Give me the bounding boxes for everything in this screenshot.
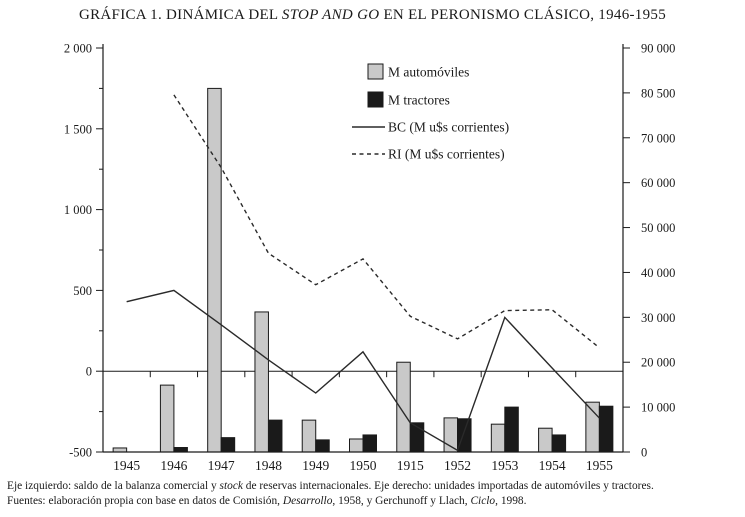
bc-line xyxy=(126,289,600,452)
x-tick-label-1947: 1947 xyxy=(208,458,235,473)
left-tick-label-500: -500 xyxy=(69,446,92,460)
bar-m-tractores-1949 xyxy=(315,439,330,453)
chart-svg: 2 000 1 500 1 000 500 0 -500 90 000 80 500 70 00… xyxy=(64,42,676,474)
x-tick-label-1950: 1950 xyxy=(350,458,377,473)
legend-label-ri-m-u-s-corrientes: RI (M u$s corrientes) xyxy=(388,147,505,162)
ri-line xyxy=(173,94,600,349)
x-tick-label-1955: 1955 xyxy=(586,458,613,473)
left-tick-label-0: 0 xyxy=(86,365,92,379)
text-segment: Eje izquierdo: saldo de la balanza comer… xyxy=(7,480,220,492)
italic-segment: stock xyxy=(219,480,243,492)
legend-label-bc-m-u-s-corrientes: BC (M u$s corrientes) xyxy=(388,120,509,135)
legend-swatch-m-tractores xyxy=(367,91,384,108)
x-tick-label-1952: 1952 xyxy=(444,458,471,473)
bar-m-autom-viles-1945 xyxy=(112,447,128,453)
text-segment: , 1998. xyxy=(495,495,527,507)
bar-m-tractores-1955 xyxy=(598,405,614,453)
right-tick-label-50-000: 50 000 xyxy=(641,221,675,235)
bar-m-tractores-1947 xyxy=(220,437,236,453)
bar-m-autom-viles-1953 xyxy=(490,423,506,453)
bar-m-autom-viles-1954 xyxy=(538,427,553,453)
right-tick-label-20-000: 20 000 xyxy=(641,356,675,370)
left-tick-label-2-000: 2 000 xyxy=(64,42,92,56)
x-tick-label-1948: 1948 xyxy=(255,458,282,473)
x-tick-label-1945: 1945 xyxy=(113,458,140,473)
bar-m-autom-viles-1946 xyxy=(159,384,175,453)
right-tick-label-60-000: 60 000 xyxy=(641,176,675,190)
right-tick-label-90-000: 90 000 xyxy=(641,42,675,56)
footnote-line-1: Eje izquierdo: saldo de la balanza comer… xyxy=(7,479,740,494)
right-tick-label-0: 0 xyxy=(641,446,647,460)
bar-m-tractores-1954 xyxy=(551,434,567,453)
bar-m-autom-viles-1950 xyxy=(349,438,364,453)
bar-m-tractores-1946 xyxy=(173,447,188,453)
legend-label-m-tractores: M tractores xyxy=(388,93,450,108)
bar-m-autom-viles-1948 xyxy=(254,311,269,453)
right-tick-label-10-000: 10 000 xyxy=(641,401,675,415)
left-tick-label-500: 500 xyxy=(73,284,92,298)
italic-segment: STOP AND GO xyxy=(281,7,380,23)
x-tick-label-1946: 1946 xyxy=(160,458,187,473)
bar-m-tractores-1953 xyxy=(504,406,519,453)
bar-m-autom-viles-1955 xyxy=(585,401,600,453)
text-segment: de reservas internacionales. Eje derecho… xyxy=(242,480,654,492)
text-segment: Fuentes: elaboración propia con base en … xyxy=(7,495,283,507)
italic-segment: Ciclo xyxy=(470,495,496,507)
bar-m-tractores-1952 xyxy=(457,418,472,453)
left-tick-label-1-000: 1 000 xyxy=(64,203,92,217)
right-tick-label-40-000: 40 000 xyxy=(641,266,675,280)
x-tick-label-1915: 1915 xyxy=(397,458,424,473)
italic-segment: Desarrollo xyxy=(282,495,333,507)
bar-m-tractores-1948 xyxy=(267,419,283,453)
x-tick-label-1949: 1949 xyxy=(302,458,329,473)
bar-m-autom-viles-1949 xyxy=(301,419,317,453)
text-segment: , 1958, y Gerchunoff y Llach, xyxy=(332,495,471,507)
chart-footnotes: Eje izquierdo: saldo de la balanza comer… xyxy=(7,479,740,509)
right-tick-label-80-500: 80 500 xyxy=(641,86,675,100)
right-tick-label-70-000: 70 000 xyxy=(641,131,675,145)
bar-m-tractores-1950 xyxy=(362,434,377,453)
chart-title: GRÁFICA 1. DINÁMICA DEL STOP AND GO EN E… xyxy=(0,7,745,24)
footnote-line-2: Fuentes: elaboración propia con base en … xyxy=(7,494,740,509)
x-tick-label-1953: 1953 xyxy=(491,458,518,473)
legend-swatch-m-autom-viles xyxy=(367,63,384,80)
left-tick-label-1-500: 1 500 xyxy=(64,122,92,136)
text-segment: GRÁFICA 1. DINÁMICA DEL xyxy=(78,7,282,23)
bar-m-autom-viles-1915 xyxy=(396,361,411,453)
x-tick-label-1954: 1954 xyxy=(539,458,566,473)
text-segment: EN EL PERONISMO CLÁSICO, 1946-1955 xyxy=(379,7,667,23)
right-tick-label-30-000: 30 000 xyxy=(641,311,675,325)
legend-label-m-autom-viles: M automóviles xyxy=(388,65,469,80)
bar-m-autom-viles-1947 xyxy=(207,87,222,453)
